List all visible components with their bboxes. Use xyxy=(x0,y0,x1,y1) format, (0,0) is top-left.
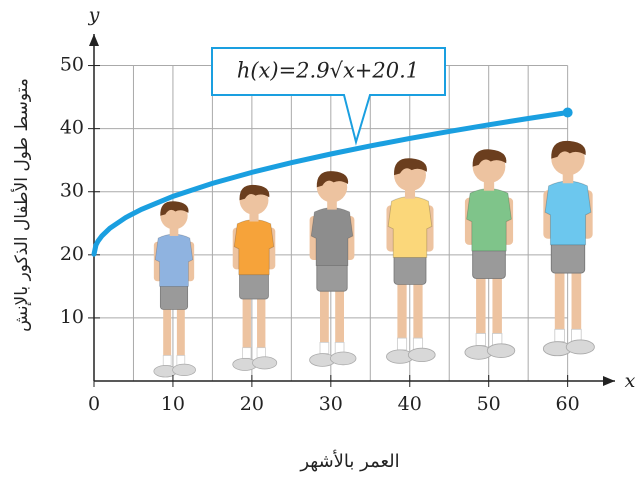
x-tick-label: 20 xyxy=(240,393,264,415)
y-tick-label: 20 xyxy=(60,243,84,265)
y-tick-label: 10 xyxy=(60,306,84,328)
plot: 0 10 20 30 40 50 60 10 20 30 40 50 xyxy=(60,34,615,415)
x-tick-label: 60 xyxy=(556,393,580,415)
annotation: h(x)=2.9√x+20.1 xyxy=(237,59,419,83)
x-tick-label: 0 xyxy=(88,393,100,415)
x-tick-label: 40 xyxy=(398,393,422,415)
callout-box xyxy=(211,47,446,146)
x-axis-letter: x xyxy=(625,370,636,392)
y-tick-label: 50 xyxy=(60,54,84,76)
end-point xyxy=(562,107,573,118)
y-axis-arrow xyxy=(89,34,99,46)
x-axis-label: العمر بالأشهر xyxy=(299,450,399,472)
x-tick-label: 50 xyxy=(477,393,501,415)
x-tick-label: 30 xyxy=(319,393,343,415)
y-tick-label: 40 xyxy=(60,117,84,139)
y-axis-letter: y xyxy=(88,4,100,26)
curve xyxy=(91,109,571,257)
y-tick-label: 30 xyxy=(60,180,84,202)
x-axis-arrow xyxy=(603,376,615,386)
y-axis-label: متوسط طول الأطفال الذكور بالإنش xyxy=(11,78,32,332)
x-tick-label: 10 xyxy=(161,393,185,415)
